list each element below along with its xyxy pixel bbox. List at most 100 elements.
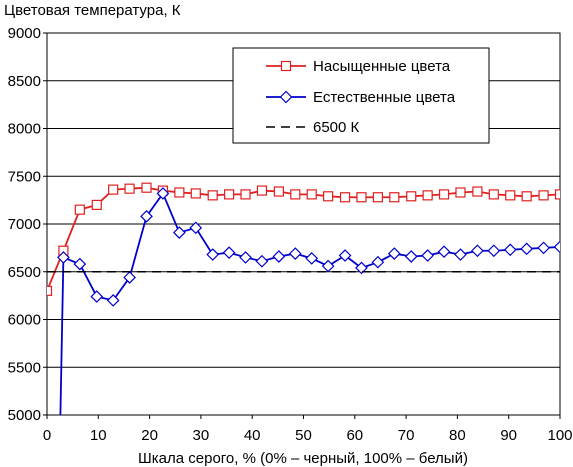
data-point	[503, 243, 517, 257]
data-point	[487, 244, 501, 258]
data-point	[537, 241, 550, 255]
data-point	[421, 249, 434, 262]
data-point	[389, 192, 400, 203]
data-point	[91, 199, 102, 210]
data-point	[272, 250, 286, 263]
legend-item: Естественные цвета	[266, 89, 456, 106]
data-point	[323, 191, 334, 202]
y-tick-label: 7000	[8, 216, 41, 233]
series-2	[57, 187, 560, 415]
series-layer	[47, 182, 560, 415]
x-tick-label: 0	[43, 427, 51, 444]
data-point	[471, 244, 484, 258]
legend-label: 6500 К	[313, 119, 360, 136]
x-axis: 0 10 20 30 40 50 60 70 80 90 100	[43, 415, 573, 444]
y-tick-label: 7500	[8, 168, 41, 185]
data-point	[290, 189, 301, 200]
legend-label: Насыщенные цвета	[313, 58, 451, 75]
data-point	[222, 246, 236, 259]
data-point	[47, 285, 53, 296]
legend-item: 6500 К	[266, 119, 360, 136]
data-point	[321, 259, 335, 273]
data-point	[57, 251, 70, 264]
data-point	[239, 251, 252, 264]
data-point	[255, 254, 269, 268]
data-point	[124, 183, 135, 194]
data-point	[306, 189, 317, 200]
data-point	[174, 187, 185, 198]
data-point	[189, 221, 203, 235]
legend: Насыщенные цвета Естественные цвета 6500 К	[232, 47, 490, 144]
data-point	[472, 186, 483, 197]
data-point	[355, 261, 368, 275]
x-tick-label: 30	[193, 427, 210, 444]
data-point	[156, 187, 170, 200]
data-point	[554, 189, 560, 200]
data-point	[438, 189, 450, 200]
series-line	[59, 191, 560, 415]
x-tick-label: 80	[449, 427, 466, 444]
y-tick-label: 6500	[8, 264, 41, 281]
data-point	[538, 190, 549, 201]
y-tick-label: 5000	[8, 407, 41, 424]
data-point	[454, 248, 467, 261]
y-tick-label: 8500	[8, 73, 41, 90]
legend-marker	[279, 90, 293, 104]
y-tick-label: 5500	[8, 359, 41, 376]
x-tick-label: 70	[398, 427, 415, 444]
data-point	[90, 290, 104, 303]
series-1	[47, 182, 560, 296]
data-point	[273, 186, 284, 197]
data-point	[338, 249, 352, 262]
legend-box	[232, 47, 490, 144]
data-point	[371, 255, 385, 269]
x-tick-label: 50	[295, 427, 312, 444]
legend-label: Естественные цвета	[313, 89, 456, 106]
x-tick-label: 40	[244, 427, 261, 444]
data-point	[123, 271, 136, 284]
data-point	[224, 189, 235, 200]
data-point	[73, 257, 87, 271]
y-tick-label: 8000	[8, 121, 41, 138]
data-point	[422, 190, 433, 201]
data-point	[553, 240, 560, 254]
data-point	[404, 250, 418, 263]
y-axis: 5000 5500 6000 6500 7000 7500 8000 8500 9000	[8, 25, 47, 424]
x-axis-label: Шкала серого, % (0% – черный, 100% – бел…	[138, 450, 468, 467]
x-tick-label: 10	[90, 427, 107, 444]
data-point	[141, 182, 152, 193]
data-point	[207, 190, 218, 201]
data-point	[356, 192, 367, 203]
x-tick-label: 100	[547, 427, 572, 444]
data-point	[206, 248, 220, 261]
legend-item: Насыщенные цвета	[266, 58, 451, 75]
y-tick-label: 9000	[8, 25, 41, 42]
data-point	[240, 189, 251, 200]
chart-title: Цветовая температура, К	[4, 2, 181, 19]
data-point	[173, 226, 186, 239]
data-point	[305, 252, 319, 265]
data-point	[387, 247, 401, 260]
data-point	[108, 184, 119, 195]
data-point	[505, 190, 516, 201]
legend-marker	[280, 60, 292, 72]
data-point	[339, 192, 351, 203]
data-point	[140, 210, 153, 223]
data-point	[521, 191, 532, 202]
x-tick-label: 90	[500, 427, 517, 444]
data-point	[372, 192, 383, 203]
x-tick-label: 20	[141, 427, 158, 444]
data-point	[520, 242, 534, 256]
data-point	[106, 294, 120, 307]
data-point	[437, 245, 451, 259]
x-tick-label: 60	[346, 427, 363, 444]
data-point	[455, 187, 466, 198]
y-tick-label: 6000	[8, 312, 41, 329]
data-point	[190, 188, 201, 199]
data-point	[74, 204, 85, 215]
data-point	[288, 247, 302, 260]
data-point	[488, 189, 499, 200]
data-point	[256, 185, 268, 196]
data-point	[406, 191, 417, 202]
